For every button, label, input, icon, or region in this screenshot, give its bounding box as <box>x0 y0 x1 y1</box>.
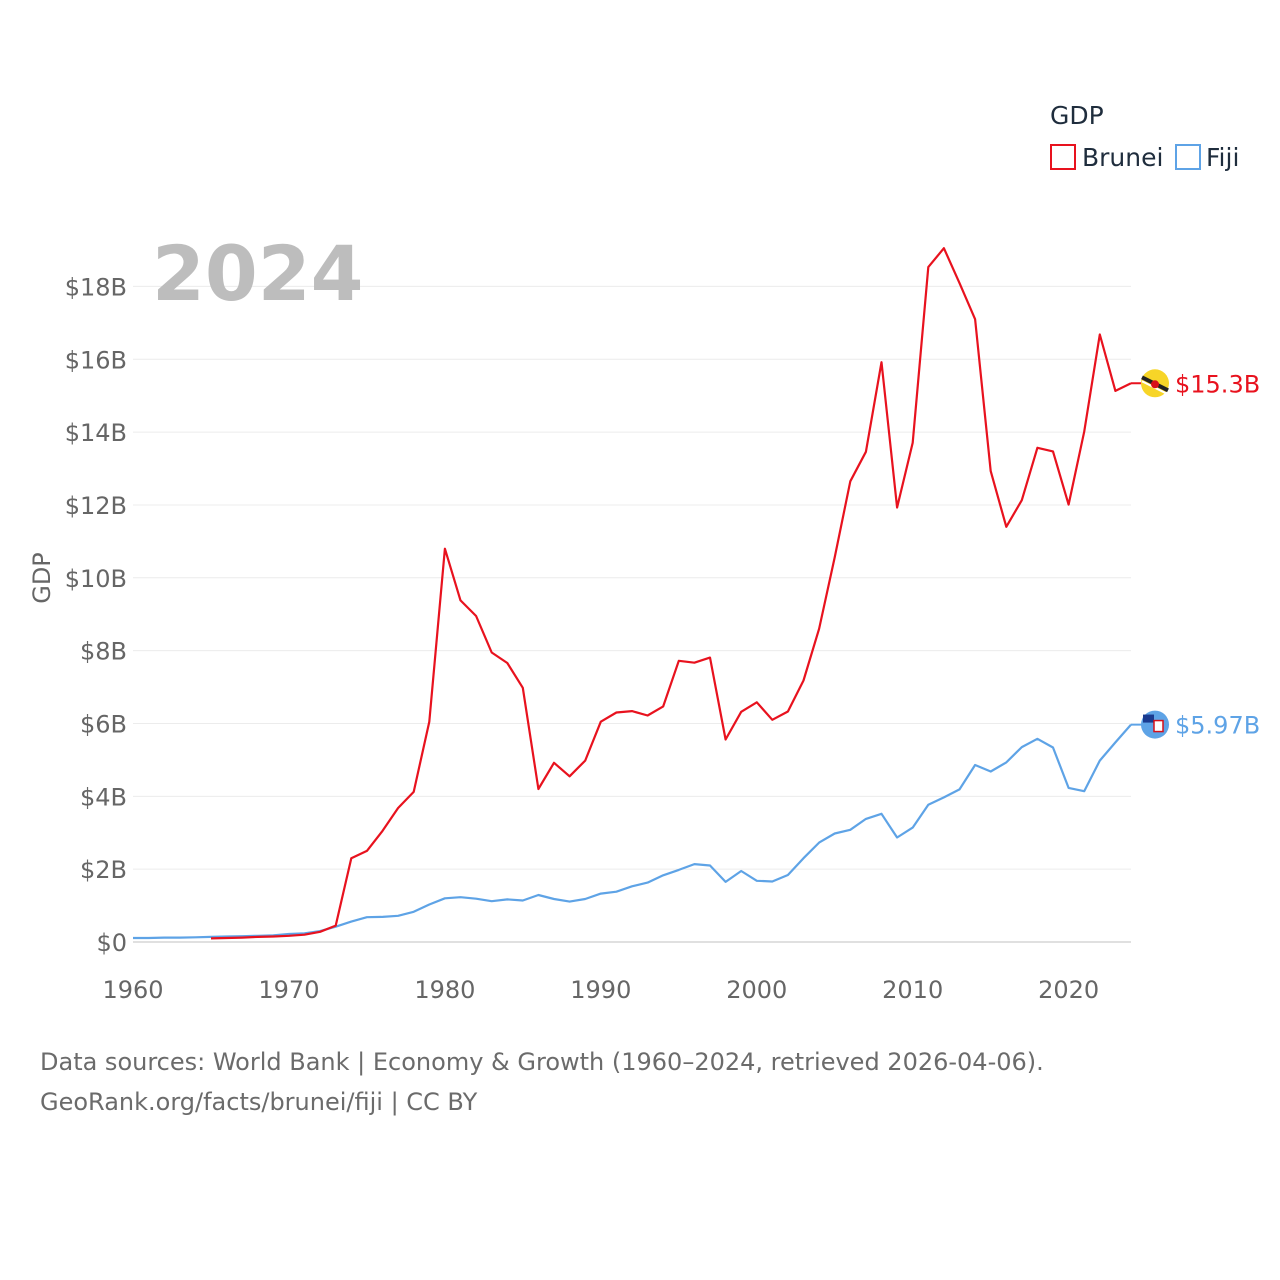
y-tick-label: $0 <box>96 929 127 957</box>
y-tick-label: $6B <box>80 710 127 738</box>
legend-swatch-brunei[interactable] <box>1050 144 1076 170</box>
gridlines <box>133 285 1131 943</box>
y-tick-label: $8B <box>80 638 127 666</box>
year-label: 2024 <box>152 229 364 318</box>
flag-fiji-shield <box>1153 719 1164 733</box>
legend-label-fiji[interactable]: Fiji <box>1206 143 1239 172</box>
x-tick-label: 2020 <box>1038 976 1099 1004</box>
y-tick-label: $14B <box>65 419 127 447</box>
footer-sources: Data sources: World Bank | Economy & Gro… <box>40 1048 1044 1076</box>
series-line-brunei[interactable] <box>210 247 1132 940</box>
x-tick-label: 1980 <box>414 976 475 1004</box>
legend-label-brunei[interactable]: Brunei <box>1082 143 1163 172</box>
x-axis-ticks: 1960 1970 1980 1990 2000 2010 2020 <box>102 976 1099 1004</box>
x-tick-label: 1960 <box>102 976 163 1004</box>
gdp-line-chart: 2024 $0$2B$4B$6B$8B$10B$12B$14B$16B$18B … <box>28 101 1260 1004</box>
y-tick-label: $10B <box>65 565 127 593</box>
series-line-fiji[interactable] <box>133 723 1132 940</box>
series-lines <box>133 247 1132 940</box>
series-end-markers: $15.3B $5.97B <box>1131 369 1260 740</box>
y-tick-label: $18B <box>65 273 127 301</box>
x-tick-label: 1990 <box>570 976 631 1004</box>
footer-attribution: GeoRank.org/facts/brunei/fiji | CC BY <box>40 1088 478 1116</box>
y-axis-ticks: $0 $2B $4B $6B $8B $10B $12B $14B $16B $18B <box>65 273 127 957</box>
legend: GDP Brunei Fiji <box>1050 101 1239 172</box>
end-value-label-brunei: $15.3B <box>1175 370 1260 398</box>
x-tick-label: 2000 <box>726 976 787 1004</box>
end-value-label-fiji: $5.97B <box>1175 712 1260 740</box>
y-tick-label: $2B <box>80 856 127 884</box>
y-tick-label: $12B <box>65 492 127 520</box>
y-axis-title: GDP <box>28 552 56 604</box>
y-tick-label: $16B <box>65 346 127 374</box>
legend-title: GDP <box>1050 101 1104 130</box>
footer: Data sources: World Bank | Economy & Gro… <box>40 1042 1044 1122</box>
flag-fiji-canton <box>1143 714 1154 723</box>
x-tick-label: 2010 <box>882 976 943 1004</box>
legend-swatch-fiji[interactable] <box>1175 144 1201 170</box>
x-tick-label: 1970 <box>258 976 319 1004</box>
y-tick-label: $4B <box>80 783 127 811</box>
flag-brunei-emblem <box>1151 380 1159 389</box>
